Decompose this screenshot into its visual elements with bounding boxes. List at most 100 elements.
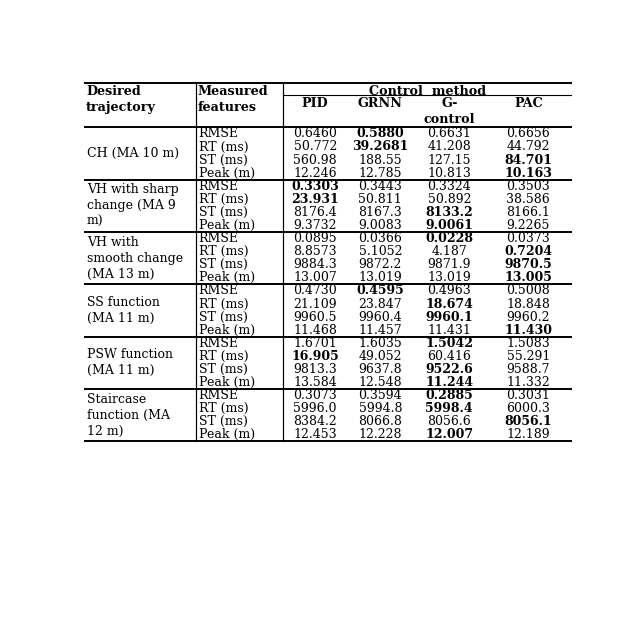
Text: ST (ms): ST (ms) <box>198 310 248 324</box>
Text: 10.163: 10.163 <box>504 167 552 180</box>
Text: 11.431: 11.431 <box>428 324 471 337</box>
Text: 0.5008: 0.5008 <box>506 285 550 298</box>
Text: 8176.4: 8176.4 <box>293 206 337 219</box>
Text: 12.228: 12.228 <box>358 428 402 441</box>
Text: 0.2885: 0.2885 <box>426 389 473 402</box>
Text: RMSE: RMSE <box>198 389 239 402</box>
Text: 9884.3: 9884.3 <box>293 258 337 271</box>
Text: ST (ms): ST (ms) <box>198 363 248 376</box>
Text: 8384.2: 8384.2 <box>293 415 337 428</box>
Text: 10.813: 10.813 <box>428 167 471 180</box>
Text: Peak (m): Peak (m) <box>198 428 255 441</box>
Text: RMSE: RMSE <box>198 180 239 193</box>
Text: 9.3732: 9.3732 <box>294 219 337 232</box>
Text: 9960.5: 9960.5 <box>294 310 337 324</box>
Text: 50.772: 50.772 <box>294 140 337 153</box>
Text: ST (ms): ST (ms) <box>198 206 248 219</box>
Text: 41.208: 41.208 <box>428 140 471 153</box>
Text: 9.0061: 9.0061 <box>426 219 473 232</box>
Text: 8133.2: 8133.2 <box>426 206 473 219</box>
Text: 13.019: 13.019 <box>358 271 402 285</box>
Text: 0.3303: 0.3303 <box>291 180 339 193</box>
Text: 9637.8: 9637.8 <box>358 363 402 376</box>
Text: RT (ms): RT (ms) <box>198 140 248 153</box>
Text: 8056.6: 8056.6 <box>428 415 471 428</box>
Text: RT (ms): RT (ms) <box>198 402 248 415</box>
Text: 16.905: 16.905 <box>291 350 339 363</box>
Text: Peak (m): Peak (m) <box>198 324 255 337</box>
Text: 9522.6: 9522.6 <box>426 363 473 376</box>
Text: 0.6631: 0.6631 <box>428 128 471 140</box>
Text: 12.007: 12.007 <box>425 428 474 441</box>
Text: 0.3594: 0.3594 <box>358 389 402 402</box>
Text: 23.847: 23.847 <box>358 298 402 310</box>
Text: 18.674: 18.674 <box>426 298 473 310</box>
Text: 0.4730: 0.4730 <box>293 285 337 298</box>
Text: 11.430: 11.430 <box>504 324 552 337</box>
Text: 0.3324: 0.3324 <box>428 180 471 193</box>
Text: 6000.3: 6000.3 <box>506 402 550 415</box>
Text: 12.548: 12.548 <box>358 376 402 389</box>
Text: GRNN: GRNN <box>358 97 403 109</box>
Text: 13.019: 13.019 <box>428 271 471 285</box>
Text: 8056.1: 8056.1 <box>504 415 552 428</box>
Text: 13.007: 13.007 <box>293 271 337 285</box>
Text: 0.6656: 0.6656 <box>506 128 550 140</box>
Text: 13.584: 13.584 <box>293 376 337 389</box>
Text: 0.0366: 0.0366 <box>358 232 403 245</box>
Text: RMSE: RMSE <box>198 128 239 140</box>
Text: RMSE: RMSE <box>198 285 239 298</box>
Text: 8066.8: 8066.8 <box>358 415 403 428</box>
Text: 0.0895: 0.0895 <box>293 232 337 245</box>
Text: 9.0083: 9.0083 <box>358 219 402 232</box>
Text: 11.468: 11.468 <box>293 324 337 337</box>
Text: 44.792: 44.792 <box>507 140 550 153</box>
Text: 9872.2: 9872.2 <box>358 258 402 271</box>
Text: 9588.7: 9588.7 <box>507 363 550 376</box>
Text: 21.109: 21.109 <box>293 298 337 310</box>
Text: PSW function
(MA 11 m): PSW function (MA 11 m) <box>87 348 173 377</box>
Text: ST (ms): ST (ms) <box>198 415 248 428</box>
Text: 23.931: 23.931 <box>291 193 339 206</box>
Text: 9960.4: 9960.4 <box>358 310 402 324</box>
Text: 0.0373: 0.0373 <box>506 232 550 245</box>
Text: 0.5880: 0.5880 <box>356 128 404 140</box>
Text: 4.187: 4.187 <box>431 245 467 258</box>
Text: 12.189: 12.189 <box>506 428 550 441</box>
Text: 9960.1: 9960.1 <box>426 310 473 324</box>
Text: 0.3443: 0.3443 <box>358 180 403 193</box>
Text: VH with
smooth change
(MA 13 m): VH with smooth change (MA 13 m) <box>87 236 183 281</box>
Text: 1.6701: 1.6701 <box>293 337 337 350</box>
Text: 0.7204: 0.7204 <box>504 245 552 258</box>
Text: Peak (m): Peak (m) <box>198 376 255 389</box>
Text: 0.4595: 0.4595 <box>356 285 404 298</box>
Text: Measured
features: Measured features <box>198 85 268 114</box>
Text: 5996.0: 5996.0 <box>294 402 337 415</box>
Text: 9870.5: 9870.5 <box>504 258 552 271</box>
Text: 9871.9: 9871.9 <box>428 258 471 271</box>
Text: 0.6460: 0.6460 <box>293 128 337 140</box>
Text: 12.246: 12.246 <box>293 167 337 180</box>
Text: 55.291: 55.291 <box>507 350 550 363</box>
Text: 9960.2: 9960.2 <box>507 310 550 324</box>
Text: 1.5042: 1.5042 <box>426 337 474 350</box>
Text: 5998.4: 5998.4 <box>426 402 473 415</box>
Text: VH with sharp
change (MA 9
m): VH with sharp change (MA 9 m) <box>87 184 179 229</box>
Text: RT (ms): RT (ms) <box>198 245 248 258</box>
Text: RMSE: RMSE <box>198 232 239 245</box>
Text: PID: PID <box>302 97 328 109</box>
Text: 1.6035: 1.6035 <box>358 337 402 350</box>
Text: RT (ms): RT (ms) <box>198 350 248 363</box>
Text: G-
control: G- control <box>424 97 475 126</box>
Text: 5994.8: 5994.8 <box>358 402 402 415</box>
Text: 0.4963: 0.4963 <box>428 285 471 298</box>
Text: 0.0228: 0.0228 <box>426 232 474 245</box>
Text: 49.052: 49.052 <box>358 350 402 363</box>
Text: 188.55: 188.55 <box>358 153 402 167</box>
Text: 8167.3: 8167.3 <box>358 206 402 219</box>
Text: PAC: PAC <box>514 97 543 109</box>
Text: 50.811: 50.811 <box>358 193 402 206</box>
Text: 11.244: 11.244 <box>425 376 474 389</box>
Text: Peak (m): Peak (m) <box>198 271 255 285</box>
Text: 38.586: 38.586 <box>506 193 550 206</box>
